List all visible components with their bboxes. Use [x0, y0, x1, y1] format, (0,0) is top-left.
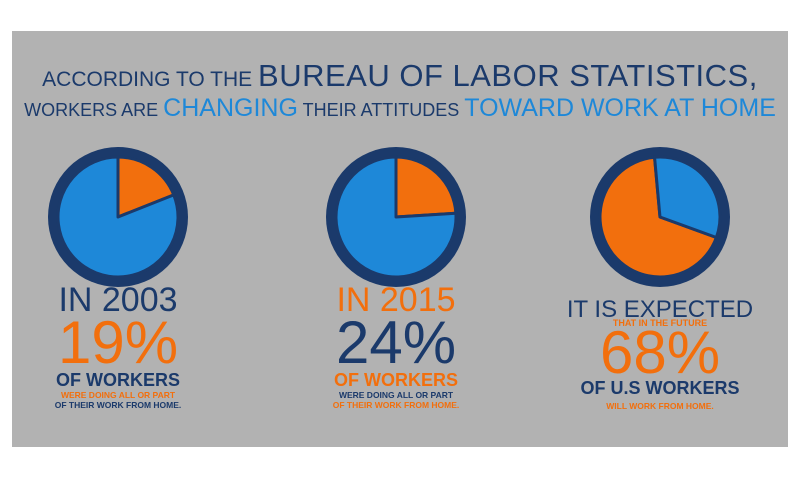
- workers-label: OF WORKERS: [56, 370, 180, 390]
- pie-chart-2015: [326, 147, 466, 287]
- pie-slice-rest: [653, 155, 722, 240]
- pie-slice-rest: [56, 155, 180, 279]
- description-line-1: WERE DOING ALL OR PART: [338, 390, 454, 400]
- description-line-1: WILL WORK FROM HOME.: [606, 401, 714, 411]
- percent-value: 24%: [335, 309, 457, 376]
- pie-chart-future: [590, 147, 730, 287]
- year-label: IN 2003: [58, 281, 178, 319]
- pie-slice-rest: [334, 155, 458, 279]
- year-label: IN 2015: [336, 281, 456, 319]
- pie-chart-2003: [48, 147, 188, 287]
- pie-slice-highlight: [116, 155, 176, 219]
- description-line-1: WERE DOING ALL OR PART: [60, 390, 176, 400]
- expected-label: IT IS EXPECTED: [566, 296, 754, 323]
- description: WERE DOING ALL OR PART OF THEIR WORK FRO…: [296, 390, 496, 410]
- future-label: THAT IN THE FUTURE: [612, 318, 708, 328]
- percent-value: 19%: [57, 309, 179, 376]
- pie-slice-highlight: [394, 155, 458, 219]
- description-line-2: OF THEIR WORK FROM HOME.: [54, 400, 182, 410]
- pie-slice-highlight: [598, 155, 718, 279]
- headline-prefix-1: According to the: [42, 68, 253, 91]
- description: WILL WORK FROM HOME.: [560, 401, 760, 411]
- headline-emphasis-2b: toward work at home: [464, 94, 776, 122]
- headline-emphasis-1: Bureau of Labor Statistics,: [258, 58, 758, 93]
- headline-middle-2: their attitudes: [302, 100, 460, 120]
- headline-line-1: According to the Bureau of Labor Statist…: [0, 58, 800, 94]
- headline-emphasis-2a: changing: [163, 94, 298, 122]
- percent-value: 68%: [599, 319, 721, 386]
- workers-label: OF U.S WORKERS: [580, 378, 740, 398]
- workers-label: OF WORKERS: [334, 370, 458, 390]
- headline-line-2: Workers are changing their attitudes tow…: [0, 94, 800, 123]
- description-line-2: OF THEIR WORK FROM HOME.: [332, 400, 460, 410]
- description: WERE DOING ALL OR PART OF THEIR WORK FRO…: [18, 390, 218, 410]
- headline-prefix-2: Workers are: [24, 100, 159, 120]
